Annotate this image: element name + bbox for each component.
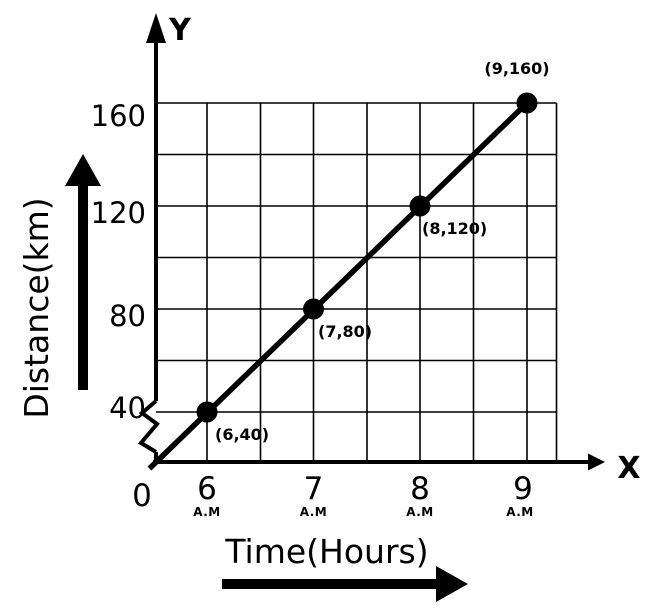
x-axis	[153, 453, 605, 471]
x-tick-label-8: 8	[410, 471, 430, 507]
x-axis-title: Time(Hours)	[224, 532, 428, 571]
point-label-8-120: (8,120)	[422, 219, 487, 238]
x-tick-label-7: 7	[304, 471, 324, 507]
y-tick-label-160: 160	[91, 99, 146, 133]
y-axis-arrowhead-icon	[146, 13, 166, 43]
y-tick-label-80: 80	[109, 299, 146, 333]
y-tick-label-120: 120	[91, 196, 146, 230]
data-point-9-160	[516, 92, 538, 114]
x-axis-name: X	[617, 451, 640, 486]
gridlines	[156, 102, 558, 462]
y-axis-break-icon	[137, 399, 160, 454]
y-axis-name: Y	[168, 13, 192, 48]
y-tick-label-40: 40	[109, 391, 146, 425]
data-series	[147, 92, 538, 471]
x-tick-sublabel-6: A.M	[193, 505, 221, 519]
y-axis	[137, 13, 166, 464]
x-tick-label-9: 9	[513, 471, 533, 507]
point-label-9-160: (9,160)	[484, 59, 549, 78]
point-label-6-40: (6,40)	[215, 425, 269, 444]
x-tick-sublabel-8: A.M	[406, 505, 434, 519]
x-axis-arrowhead-icon	[588, 453, 605, 471]
data-point-7-80	[303, 298, 324, 320]
data-point-8-120	[409, 195, 431, 217]
origin-label: 0	[132, 478, 152, 514]
data-point-6-40	[196, 401, 218, 423]
point-label-7-80: (7,80)	[318, 322, 372, 341]
x-tick-label-6: 6	[197, 471, 217, 507]
y-axis-title: Distance(km)	[17, 197, 56, 418]
x-tick-sublabel-7: A.M	[300, 505, 328, 519]
distance-up-arrow-icon	[65, 154, 101, 390]
x-tick-sublabel-9: A.M	[506, 505, 534, 519]
time-right-arrow-icon	[222, 566, 468, 602]
